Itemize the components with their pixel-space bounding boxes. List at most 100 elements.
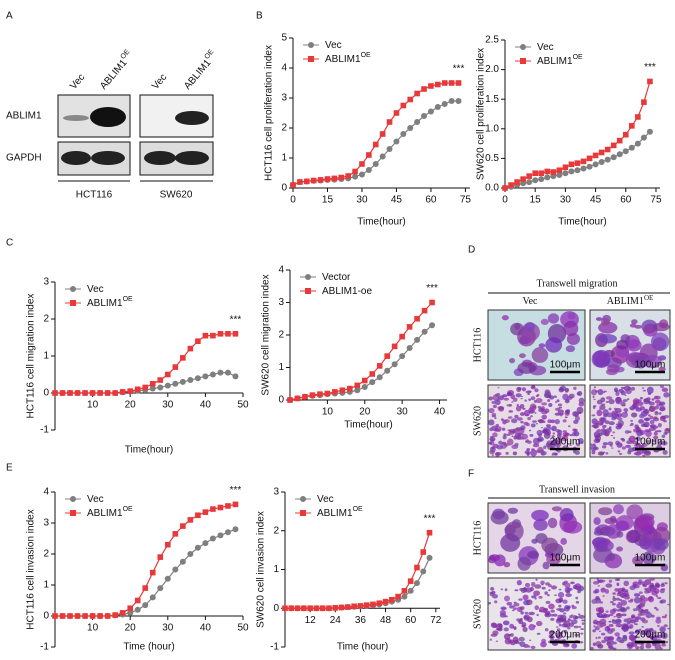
cell — [641, 387, 645, 389]
cell — [513, 627, 517, 631]
cell — [621, 636, 628, 642]
y-axis-label: SW620 cell migration index — [261, 274, 272, 395]
data-point — [384, 353, 390, 359]
cell — [643, 584, 646, 587]
column-label-base: ABLIM1 — [607, 296, 644, 307]
cell — [489, 427, 494, 432]
data-point — [149, 594, 156, 601]
cell — [530, 385, 536, 390]
cell — [501, 607, 506, 610]
cell — [549, 395, 555, 400]
data-point — [352, 173, 359, 180]
column-label-base: Vec — [523, 296, 539, 307]
cell — [516, 606, 523, 612]
cell — [654, 588, 660, 594]
cell — [647, 392, 652, 395]
cell — [491, 412, 497, 416]
data-point — [647, 78, 653, 85]
cell — [639, 595, 646, 600]
y-tick-label: 1 — [278, 362, 284, 373]
data-point — [556, 167, 563, 174]
cell — [507, 429, 512, 432]
data-point — [195, 338, 201, 344]
cell — [598, 630, 601, 632]
y-tick-label: 0 — [43, 611, 49, 622]
cell — [514, 442, 519, 447]
cell — [613, 504, 624, 515]
cell — [633, 452, 639, 456]
y-tick-label: 2 — [43, 549, 49, 560]
cell — [561, 619, 564, 622]
cell — [543, 445, 547, 450]
data-point — [361, 377, 368, 384]
cell — [604, 626, 610, 632]
cell — [604, 517, 618, 525]
cell — [518, 636, 525, 642]
data-point — [550, 169, 557, 175]
data-point — [301, 605, 307, 612]
cell — [605, 524, 621, 539]
cell — [621, 411, 628, 418]
cell — [636, 429, 643, 437]
data-point — [187, 345, 194, 352]
cell — [634, 444, 638, 447]
cell — [581, 622, 585, 625]
cell — [576, 442, 580, 447]
y-tick-label: 3 — [43, 277, 49, 288]
data-point — [414, 119, 421, 125]
data-point — [127, 388, 133, 394]
cell — [616, 546, 624, 552]
cell — [528, 623, 536, 631]
cell — [550, 585, 557, 590]
data-point — [382, 598, 389, 605]
legend-marker — [520, 58, 526, 64]
cell — [608, 398, 615, 405]
cell — [508, 639, 514, 644]
data-point — [370, 601, 376, 608]
cell — [595, 390, 599, 393]
data-point — [157, 585, 164, 592]
cell — [653, 538, 669, 551]
data-point — [538, 176, 545, 183]
x-axis-label: Time(hour) — [357, 217, 406, 228]
data-point — [217, 504, 224, 511]
data-point — [386, 146, 393, 152]
cell — [531, 347, 549, 363]
column-label: ABLIM1OE — [607, 294, 654, 308]
cell — [611, 416, 617, 421]
cell — [527, 390, 532, 393]
x-tick-label: 40 — [200, 623, 212, 634]
data-point — [429, 299, 435, 306]
data-point — [372, 161, 379, 167]
cell — [502, 435, 507, 440]
cell — [637, 612, 643, 617]
legend-label-base: ABLIM1 — [317, 508, 353, 519]
cell — [559, 608, 565, 613]
cell — [521, 387, 526, 392]
cell — [651, 614, 655, 618]
data-point — [52, 613, 58, 619]
x-tick-label: 15 — [322, 195, 334, 206]
cell — [615, 612, 623, 619]
cell — [615, 408, 622, 414]
cell — [603, 451, 606, 454]
cell — [621, 596, 625, 598]
series-line — [504, 131, 651, 189]
cell — [574, 450, 580, 455]
annotation: *** — [424, 513, 436, 524]
data-point — [556, 171, 563, 178]
data-point — [420, 568, 427, 575]
data-point — [324, 176, 331, 182]
data-point — [395, 593, 401, 600]
x-tick-label: 30 — [162, 623, 174, 634]
data-point — [326, 605, 332, 612]
x-tick-label: 45 — [590, 195, 602, 206]
x-tick-label: 30 — [397, 407, 409, 418]
data-point — [172, 380, 179, 387]
data-point — [366, 152, 372, 158]
cell — [631, 614, 636, 619]
cell — [614, 389, 618, 393]
cell — [569, 615, 573, 619]
cell — [642, 421, 650, 428]
